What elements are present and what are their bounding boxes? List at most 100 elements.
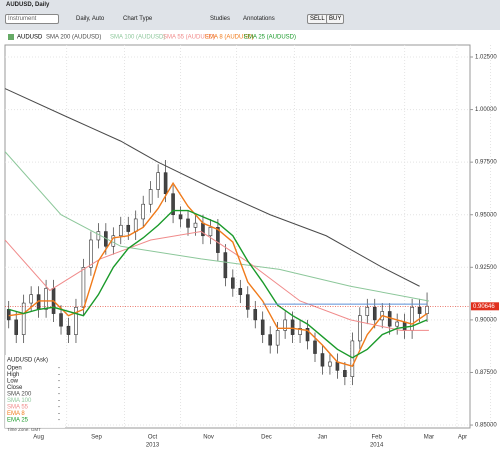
candle-body <box>395 321 399 327</box>
y-tick-label: 1.00000 <box>475 107 497 113</box>
candle-body <box>387 311 392 327</box>
symbol-icon <box>8 34 14 40</box>
info-panel: AUDUSD (Ask) Open - High - Low - Close - SMA 200 -… <box>5 355 65 432</box>
info-key: Open <box>7 366 22 372</box>
year-label: 2014 <box>370 443 384 449</box>
ma-line <box>8 209 428 359</box>
studies-menu[interactable]: Studies <box>210 16 231 22</box>
x-tick-label: Feb <box>371 435 382 441</box>
window-title: AUDUSD, Daily <box>6 2 50 8</box>
candle-body <box>358 315 362 342</box>
info-value: - <box>58 405 60 411</box>
info-value: - <box>58 366 60 372</box>
x-tick-label: Sep <box>91 435 102 441</box>
y-tick-label: 0.85000 <box>475 423 497 429</box>
info-title: AUDUSD (Ask) <box>7 358 48 364</box>
candle-body <box>335 361 340 371</box>
candle-body <box>193 222 198 228</box>
candle-body <box>305 328 310 342</box>
candle-body <box>163 172 168 194</box>
info-value: - <box>58 411 60 417</box>
info-key: SMA 100 <box>7 398 32 404</box>
info-key: Close <box>7 385 23 391</box>
x-tick-label: Aug <box>33 435 44 441</box>
info-key: SMA 55 <box>7 405 29 411</box>
y-tick-label: 0.95000 <box>475 212 497 218</box>
x-tick-label: Nov <box>203 435 214 441</box>
candle-body <box>44 288 48 310</box>
candle-body <box>21 302 26 335</box>
candle-body <box>186 218 190 228</box>
info-value: - <box>58 398 60 404</box>
ma-line <box>4 88 420 287</box>
info-value: - <box>58 418 60 424</box>
legend-symbol: AUDUSD <box>17 35 43 41</box>
info-key: SMA 200 <box>7 392 32 398</box>
candle-body <box>260 319 265 335</box>
legend: AUDUSD SMA 200 (AUDUSD) SMA 100 (AUDUSD)S… <box>17 35 296 41</box>
year-label: 2013 <box>146 443 160 449</box>
candle-body <box>313 340 317 354</box>
candle-body <box>81 267 86 308</box>
chart-background <box>0 30 500 450</box>
y-tick-label: 0.87500 <box>475 370 497 376</box>
candle-body <box>320 353 325 367</box>
candle-body <box>328 361 332 367</box>
candle-body <box>417 306 422 314</box>
info-value: - <box>58 385 60 391</box>
candle-body <box>118 224 123 237</box>
candle-body <box>133 218 138 232</box>
candle-body <box>89 239 93 268</box>
candle-body <box>59 313 63 327</box>
info-value: - <box>58 392 60 398</box>
ma-line <box>4 231 429 331</box>
candle-body <box>141 203 145 220</box>
candle-body <box>275 330 280 346</box>
annotations-menu[interactable]: Annotations <box>243 16 275 22</box>
y-tick-label: 0.90000 <box>475 317 497 323</box>
candle-body <box>253 309 258 321</box>
candle-body <box>171 193 175 216</box>
candle-body <box>96 231 101 241</box>
candle-body <box>178 214 183 220</box>
candle-body <box>283 319 287 331</box>
candle-body <box>365 306 370 316</box>
candle-body <box>66 325 71 335</box>
x-tick-label: Dec <box>261 435 272 441</box>
candle-body <box>372 306 377 321</box>
candle-body <box>216 227 220 253</box>
info-key: Low <box>7 379 19 385</box>
info-key: High <box>7 372 19 378</box>
candle-body <box>126 224 131 232</box>
ma-line <box>4 151 430 302</box>
instrument-input[interactable]: Instrument <box>5 14 59 24</box>
last-price-box <box>471 302 499 311</box>
candle-body <box>238 288 243 295</box>
legend-entry: EMA 8 (AUDUSD) <box>205 35 254 41</box>
candle-body <box>74 306 78 335</box>
y-tick-label: 1.02500 <box>475 55 497 61</box>
candle-body <box>290 319 295 335</box>
candle-body <box>208 227 213 237</box>
legend-entry: SMA 100 (AUDUSD) <box>110 35 165 41</box>
buy-button[interactable]: BUY <box>326 14 345 24</box>
candle-body <box>231 277 235 289</box>
chart-type-menu[interactable]: Chart Type <box>123 16 153 22</box>
info-key: EMA 25 <box>7 418 29 424</box>
legend-entry: SMA 200 (AUDUSD) <box>46 35 101 41</box>
candle-body <box>6 309 11 321</box>
candle-body <box>425 305 429 314</box>
legend-entry: SMA 55 (AUDUSD) <box>163 35 215 41</box>
candle-body <box>343 370 347 377</box>
interval-menu[interactable]: Daily, Auto <box>76 16 105 22</box>
candle-body <box>148 189 153 205</box>
candle-body <box>298 328 302 335</box>
x-tick-label: Mar <box>424 435 434 441</box>
last-price-label: 0.90646 <box>473 304 495 310</box>
info-box <box>5 355 65 428</box>
candle-body <box>223 252 228 279</box>
candle-body <box>245 294 250 310</box>
candle-body <box>29 294 33 304</box>
